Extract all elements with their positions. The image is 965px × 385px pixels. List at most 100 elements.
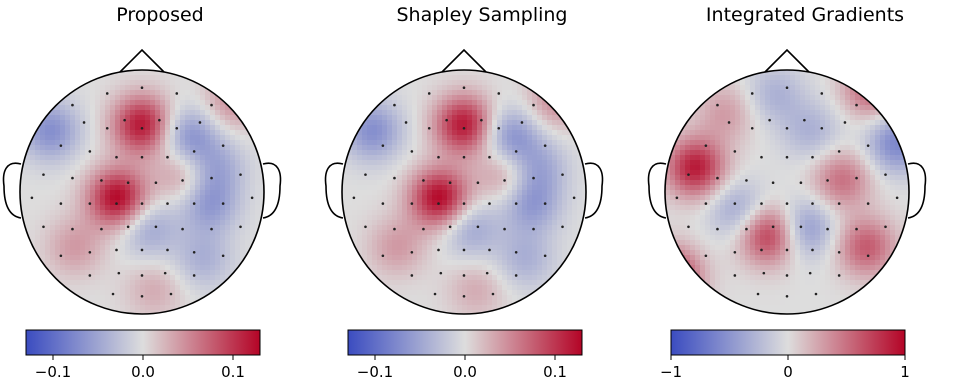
heat-cell <box>537 195 543 201</box>
heat-cell <box>800 140 806 146</box>
heat-cell <box>700 140 706 146</box>
heat-cell <box>110 180 116 186</box>
heat-cell <box>665 145 671 151</box>
heat-cell <box>205 265 211 271</box>
heat-cell <box>195 250 201 256</box>
heat-cell <box>125 155 131 161</box>
heat-cell <box>765 95 771 101</box>
heat-cell <box>567 150 573 156</box>
heat-cell <box>512 290 518 296</box>
heat-cell <box>140 140 146 146</box>
heat-cell <box>170 170 176 176</box>
heat-cell <box>125 125 131 131</box>
heat-cell <box>190 225 196 231</box>
heat-cell <box>457 80 463 86</box>
heat-cell <box>507 130 513 136</box>
heat-cell <box>135 130 141 136</box>
heat-cell <box>120 250 126 256</box>
heat-cell <box>705 100 711 106</box>
heat-cell <box>135 105 141 111</box>
heat-cell <box>130 85 136 91</box>
heat-cell <box>140 150 146 156</box>
heat-cell <box>250 210 256 216</box>
heat-cell <box>75 270 81 276</box>
heat-cell <box>115 280 121 286</box>
heat-cell <box>517 155 523 161</box>
heat-cell <box>542 245 548 251</box>
heat-cell <box>407 115 413 121</box>
heat-cell <box>125 285 131 291</box>
heat-cell <box>170 85 176 91</box>
heat-cell <box>422 165 428 171</box>
heat-cell <box>447 285 453 291</box>
heat-cell <box>725 110 731 116</box>
heat-cell <box>532 260 538 266</box>
heat-cell <box>522 85 528 91</box>
heat-cell <box>517 110 523 116</box>
heat-cell <box>245 120 251 126</box>
heat-cell <box>110 170 116 176</box>
heat-cell <box>55 195 61 201</box>
heat-cell <box>437 235 443 241</box>
heat-cell <box>75 185 81 191</box>
heat-cell <box>472 145 478 151</box>
heat-cell <box>100 135 106 141</box>
heat-cell <box>690 160 696 166</box>
heat-cell <box>750 80 756 86</box>
heat-cell <box>690 120 696 126</box>
heat-cell <box>820 150 826 156</box>
heat-cell <box>760 160 766 166</box>
heat-cell <box>195 85 201 91</box>
heat-cell <box>90 245 96 251</box>
heat-cell <box>382 260 388 266</box>
heat-cell <box>210 265 216 271</box>
heat-cell <box>572 230 578 236</box>
heat-cell <box>260 230 264 236</box>
heat-cell <box>427 230 433 236</box>
heat-cell <box>675 145 681 151</box>
heat-cell <box>255 190 261 196</box>
heat-cell <box>367 175 373 181</box>
heat-cell <box>120 80 126 86</box>
heat-cell <box>362 110 368 116</box>
heat-cell <box>45 145 51 151</box>
heat-cell <box>20 180 26 186</box>
heat-cell <box>552 100 558 106</box>
heat-cell <box>412 245 418 251</box>
heat-cell <box>547 265 553 271</box>
heat-cell <box>572 165 578 171</box>
heat-cell <box>427 160 433 166</box>
heat-cell <box>462 310 468 314</box>
heat-cell <box>765 155 771 161</box>
heat-cell <box>710 150 716 156</box>
heat-cell <box>120 195 126 201</box>
heat-cell <box>100 175 106 181</box>
heat-cell <box>755 125 761 131</box>
heat-cell <box>472 300 478 306</box>
heat-cell <box>382 250 388 256</box>
heat-cell <box>467 295 473 301</box>
heat-cell <box>457 300 463 306</box>
heat-cell <box>397 120 403 126</box>
heat-cell <box>512 305 518 311</box>
heat-cell <box>527 95 533 101</box>
heat-cell <box>357 190 363 196</box>
heat-cell <box>367 195 373 201</box>
heat-cell <box>502 200 508 206</box>
heat-cell <box>730 115 736 121</box>
heat-cell <box>372 100 378 106</box>
heat-cell <box>200 235 206 241</box>
heat-cell <box>160 220 166 226</box>
heat-cell <box>522 150 528 156</box>
heat-cell <box>135 165 141 171</box>
heat-cell <box>165 185 171 191</box>
heat-cell <box>387 200 393 206</box>
heat-cell <box>417 195 423 201</box>
heat-cell <box>240 250 246 256</box>
heat-cell <box>412 180 418 186</box>
heat-cell <box>155 215 161 221</box>
heat-cell <box>40 200 46 206</box>
heat-cell <box>477 270 483 276</box>
heat-cell <box>407 180 413 186</box>
heat-cell <box>195 280 201 286</box>
